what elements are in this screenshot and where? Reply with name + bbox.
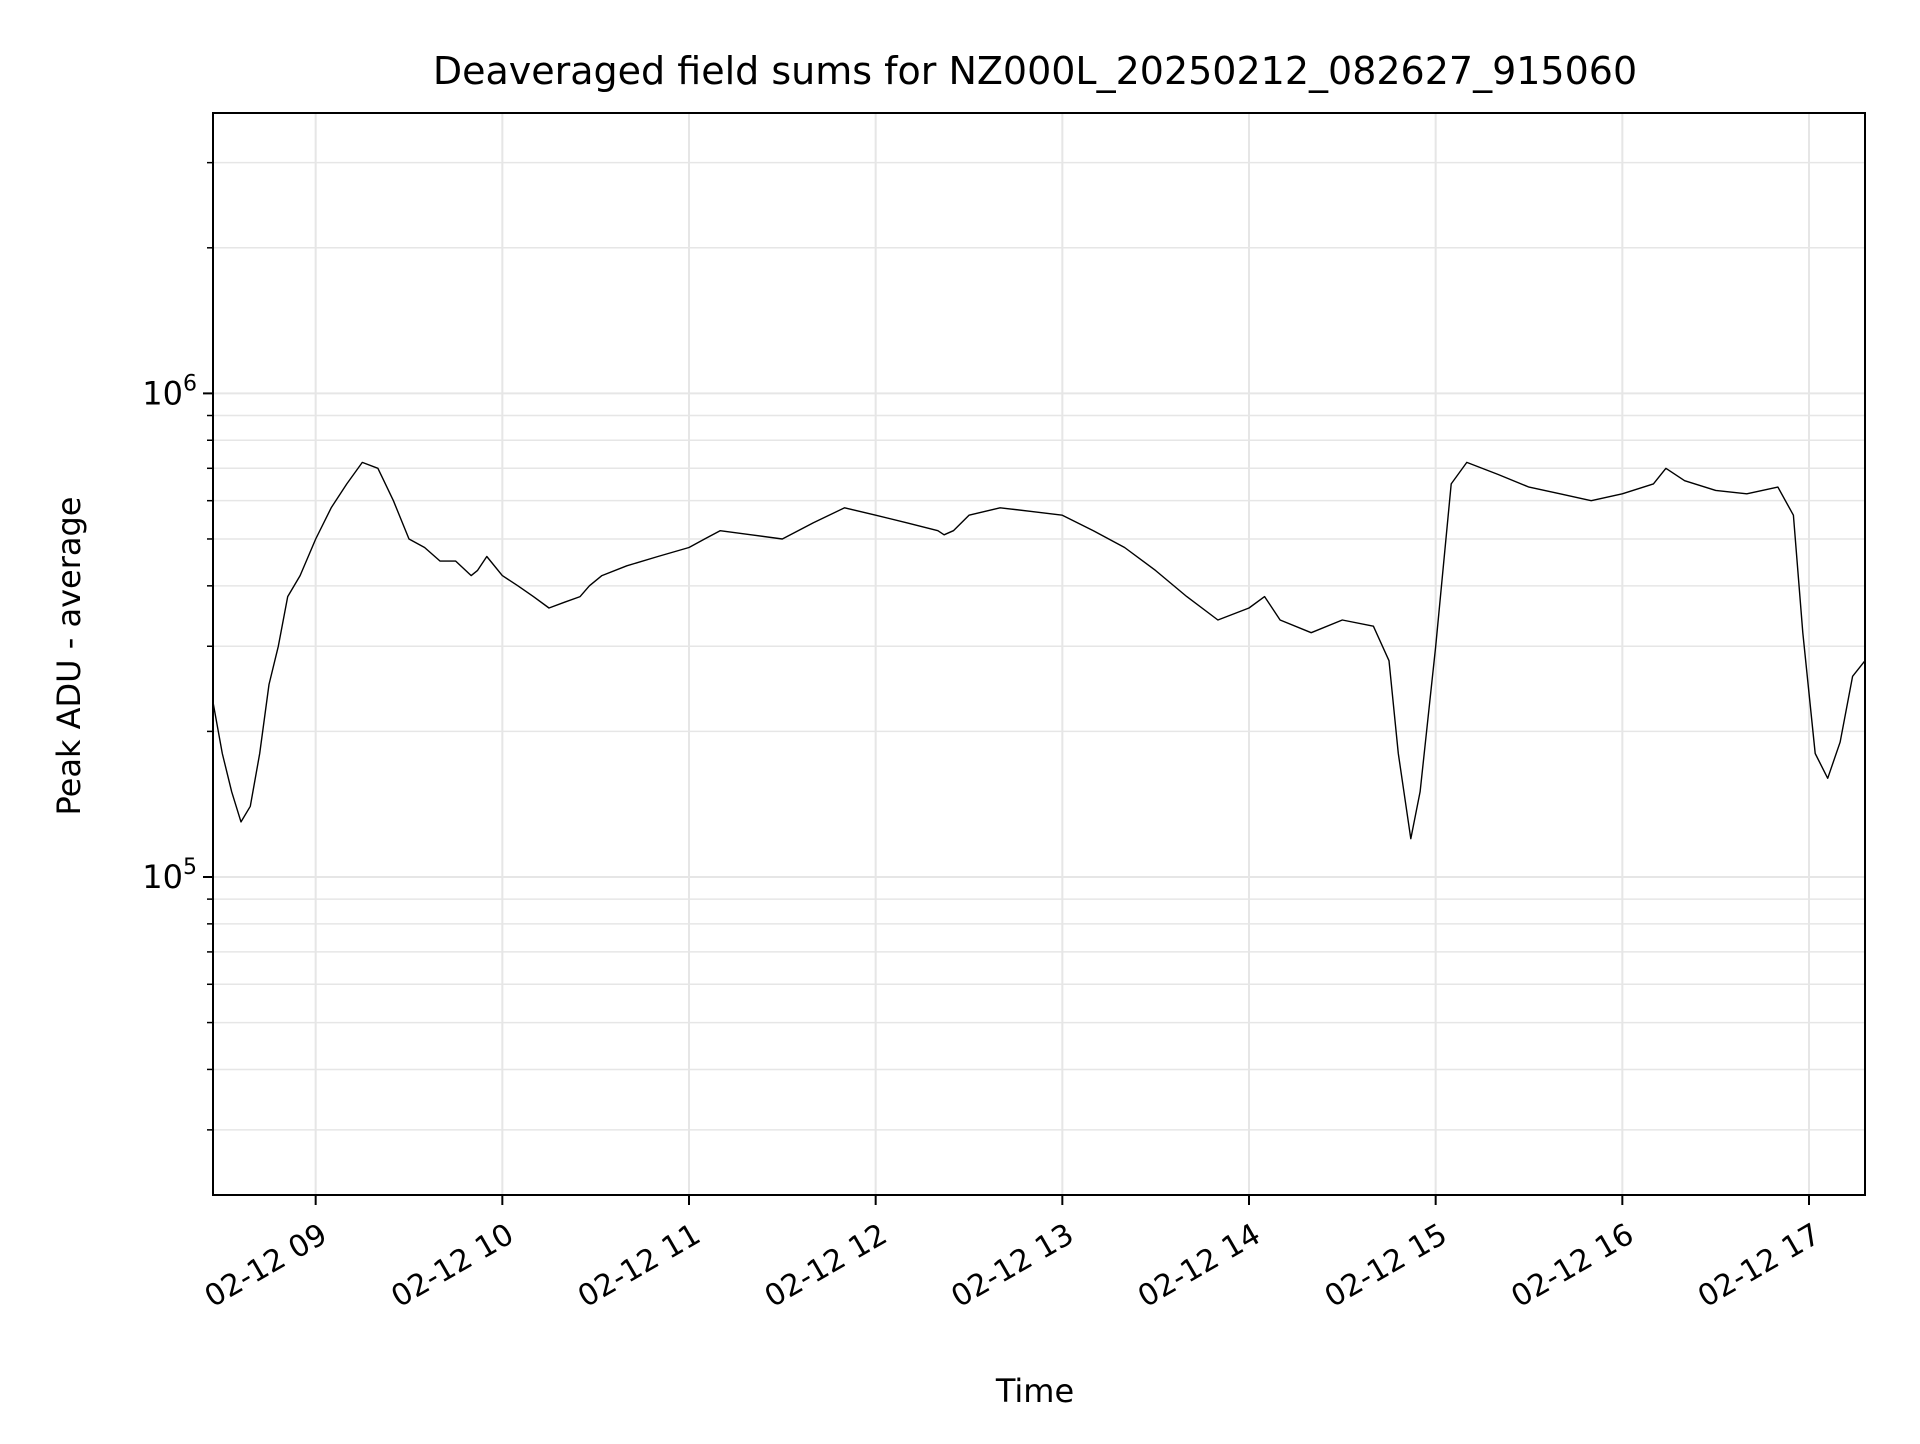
y-tick-label: 106 (142, 371, 197, 412)
plot-frame (212, 112, 1866, 1196)
y-axis-ticks: 105 106 (142, 161, 213, 1131)
y-tick-label: 105 (142, 855, 197, 896)
series-layer (212, 461, 1866, 840)
chart-title: Deaveraged field sums for NZ000L_2025021… (433, 49, 1637, 93)
x-axis-label: Time (995, 1372, 1074, 1410)
grid-lines (213, 113, 1865, 1195)
y-axis-label: Peak ADU - average (50, 497, 88, 816)
series-line (212, 461, 1866, 840)
